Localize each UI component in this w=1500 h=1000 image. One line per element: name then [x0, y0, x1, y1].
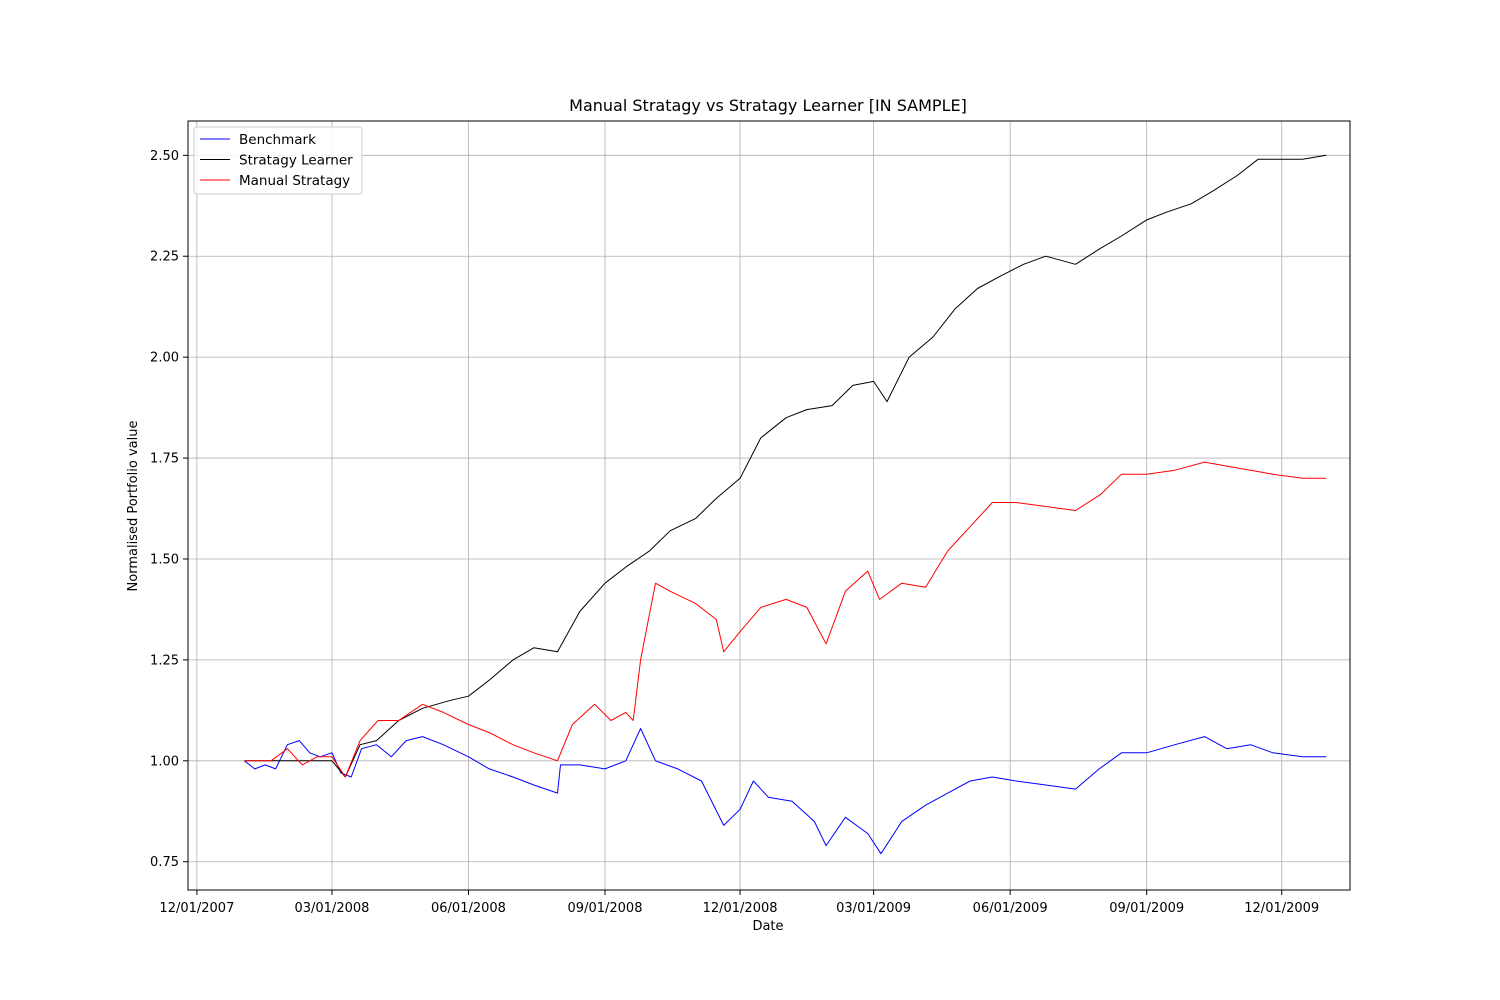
y-tick-label: 1.75	[150, 452, 179, 467]
y-tick-label: 1.50	[150, 552, 179, 567]
x-axis-label: Date	[752, 919, 783, 934]
legend-box	[193, 126, 363, 195]
y-tick-label: 0.75	[150, 855, 179, 870]
x-tick-label: 12/01/2007	[159, 901, 234, 916]
legend-label: Benchmark	[239, 132, 316, 148]
x-axis-ticks: 12/01/2007 03/01/2008 06/01/2008 09/01/2008…	[159, 890, 1319, 916]
chart-title: Manual Stratagy vs Stratagy Learner [IN …	[569, 96, 967, 115]
y-tick-label: 2.25	[150, 250, 179, 265]
plot-frame	[187, 120, 1351, 891]
y-tick-label: 1.25	[150, 653, 179, 668]
x-tick-label: 09/01/2008	[568, 901, 643, 916]
series-lines	[244, 154, 1327, 855]
gridlines	[188, 121, 1350, 890]
series-line-manual-stratagy	[244, 461, 1327, 778]
x-tick-label: 03/01/2009	[836, 901, 911, 916]
x-tick-label: 06/01/2008	[431, 901, 506, 916]
legend-label: Stratagy Learner	[239, 153, 353, 169]
legend: Benchmark Stratagy Learner Manual Stratagy	[193, 126, 363, 195]
x-tick-label: 09/01/2009	[1109, 901, 1184, 916]
x-tick-label: 06/01/2009	[973, 901, 1048, 916]
y-axis-label: Normalised Portfolio value	[126, 421, 141, 592]
y-axis-ticks: 0.75 1.00 1.25 1.50 1.75 2.00 2.25 2.50	[150, 149, 188, 870]
x-tick-label: 12/01/2009	[1244, 901, 1319, 916]
x-tick-label: 03/01/2008	[294, 901, 369, 916]
y-tick-label: 2.00	[150, 351, 179, 366]
y-tick-label: 2.50	[150, 149, 179, 164]
y-tick-label: 1.00	[150, 754, 179, 769]
legend-label: Manual Stratagy	[239, 173, 350, 189]
series-line-stratagy-learner	[244, 154, 1327, 778]
x-tick-label: 12/01/2008	[703, 901, 778, 916]
